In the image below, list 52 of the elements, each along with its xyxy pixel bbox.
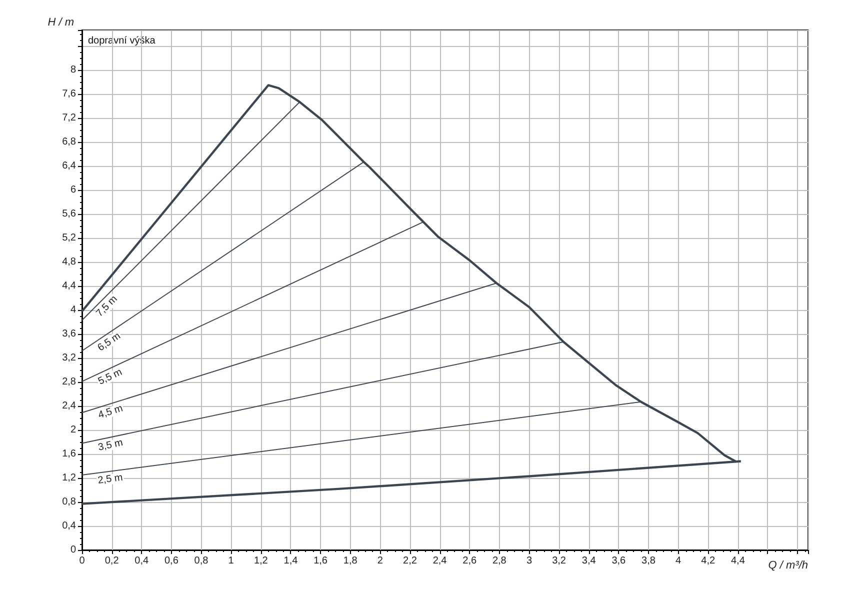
x-tick-label: 0,4 <box>134 556 150 566</box>
text: 3,5 m <box>97 437 124 454</box>
y-tick-label: 4 <box>70 304 76 316</box>
y-tick-label: 2 <box>70 424 76 436</box>
x-tick-label: 2,8 <box>492 556 507 566</box>
y-tick-label: 0,4 <box>62 520 76 532</box>
x-tick-label: 4,4 <box>730 556 746 566</box>
y-tick-label: 6,4 <box>62 160 76 172</box>
x-tick-label: 3 <box>526 556 532 566</box>
text: 5,5 m <box>96 366 124 388</box>
x-tick-label: 0,2 <box>104 556 120 566</box>
y-tick-label: 0 <box>70 544 76 556</box>
x-tick-label: 1,6 <box>314 556 328 566</box>
y-tick-label: 7,2 <box>62 112 76 124</box>
text: 2,5 m <box>97 472 124 486</box>
x-tick-label: 3,8 <box>642 556 656 566</box>
x-tick-label: 2,2 <box>403 556 418 566</box>
y-tick-label: 0,8 <box>62 496 76 508</box>
y-tick-label: 8 <box>70 64 76 76</box>
x-tick-label: 2,6 <box>462 556 477 566</box>
x-tick-label: 1,4 <box>284 556 298 566</box>
y-tick-label: 2,4 <box>62 400 76 412</box>
x-tick-label: 0,8 <box>194 556 209 566</box>
y-tick-label: 5,6 <box>62 208 76 220</box>
y-tick-label: 4,4 <box>62 280 76 292</box>
x-tick-label: 3,4 <box>582 556 596 566</box>
y-tick-label: 5,2 <box>62 232 76 244</box>
x-tick-label: 1 <box>228 556 234 566</box>
x-tick-label: 0 <box>79 556 86 566</box>
y-tick-label: 4,8 <box>62 256 76 268</box>
y-tick-label: 7,6 <box>62 88 76 100</box>
y-tick-label: 6 <box>70 184 76 196</box>
y-tick-label: 3,2 <box>62 352 76 364</box>
y-tick-label: 6,8 <box>62 136 76 148</box>
y-axis-title: H / m <box>48 16 74 28</box>
text: 6,5 m <box>96 330 123 354</box>
x-tick-label: 0,6 <box>164 556 179 566</box>
x-tick-label: 1,8 <box>343 556 358 566</box>
y-tick-label: 3,6 <box>62 328 76 340</box>
x-tick-label: 1,2 <box>254 556 268 566</box>
y-tick-label: 1,2 <box>62 472 76 484</box>
x-tick-label: 4 <box>676 556 682 566</box>
x-tick-label: 4,2 <box>701 556 716 566</box>
text: 4,5 m <box>97 403 124 422</box>
x-tick-label: 2 <box>377 556 384 566</box>
x-tick-label: 3,2 <box>552 556 566 566</box>
y-tick-label: 2,8 <box>62 376 76 388</box>
x-axis-title: Q / m³/h <box>768 560 808 572</box>
y-tick-label: 1,6 <box>62 448 76 460</box>
x-tick-label: 2,4 <box>432 556 448 566</box>
x-tick-label: 3,6 <box>612 556 626 566</box>
text: 7,5 m <box>94 294 120 320</box>
